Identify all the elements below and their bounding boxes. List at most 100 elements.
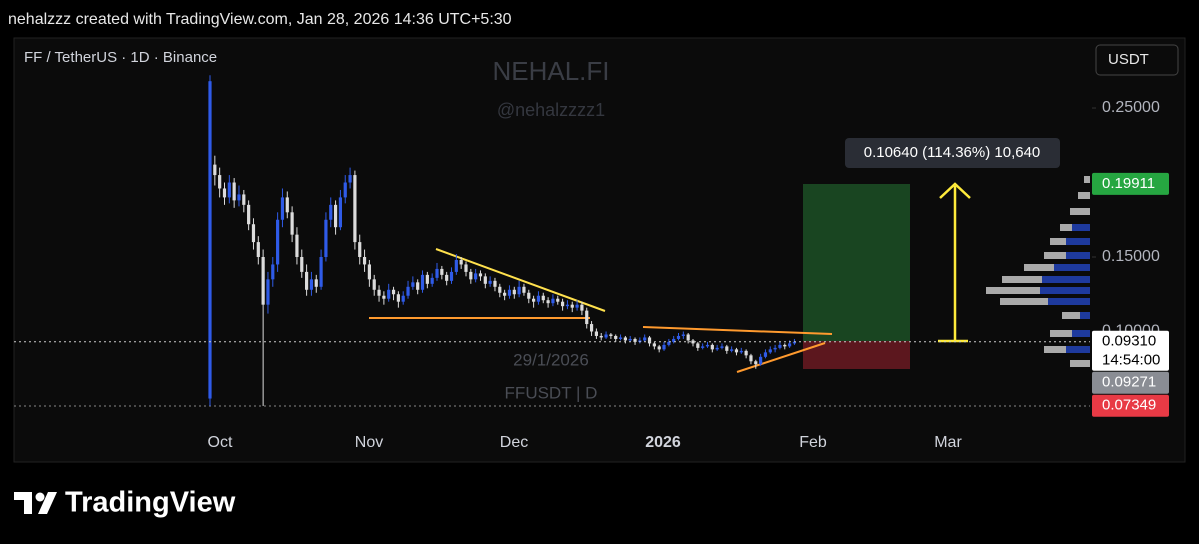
candle-body xyxy=(493,280,497,287)
price-label: 0.09310 xyxy=(1102,333,1156,350)
currency-label[interactable]: USDT xyxy=(1108,51,1149,68)
candle-body xyxy=(763,352,768,357)
candle-body xyxy=(681,334,685,336)
candle-body xyxy=(783,344,787,347)
candle-body xyxy=(435,268,439,278)
vp-bar xyxy=(1050,238,1066,245)
currency-button[interactable] xyxy=(1095,44,1179,76)
candle-body xyxy=(652,343,656,347)
candle-body xyxy=(759,356,763,365)
vp-bar xyxy=(1066,346,1090,353)
candle-body xyxy=(305,271,309,290)
candle-body xyxy=(372,279,376,290)
candle-body xyxy=(546,300,550,304)
caption: nehalzzz created with TradingView.com, J… xyxy=(8,11,512,28)
candle-body xyxy=(271,264,275,280)
candle-body xyxy=(343,182,347,198)
candle-body xyxy=(290,212,294,235)
vp-bar xyxy=(986,287,1040,294)
candle-body xyxy=(478,273,483,277)
candle-body xyxy=(503,292,507,296)
candle-body xyxy=(720,346,724,348)
logo-mark xyxy=(38,492,57,514)
candle-body xyxy=(560,301,565,307)
candle-body xyxy=(261,257,265,305)
candle-body xyxy=(459,259,463,265)
candle-body xyxy=(541,295,545,301)
candle-body xyxy=(309,279,314,290)
candle-body xyxy=(377,289,381,296)
candle-body xyxy=(416,282,420,290)
brand-logo xyxy=(14,492,57,514)
candle-body xyxy=(672,338,676,342)
candle-body xyxy=(256,242,260,258)
candle-body xyxy=(527,292,531,299)
candle-body xyxy=(633,338,637,342)
vp-bar xyxy=(1024,264,1054,271)
candle-body xyxy=(522,286,526,293)
candle-body xyxy=(208,81,212,399)
vp-bar xyxy=(1042,276,1090,283)
x-tick-label: Mar xyxy=(934,434,962,451)
candle-body xyxy=(401,295,405,302)
candle-body xyxy=(251,224,256,243)
candle-body xyxy=(657,346,661,350)
candle-body xyxy=(474,273,478,280)
candle-body xyxy=(333,204,338,228)
candle-body xyxy=(362,257,367,265)
candle-body xyxy=(430,277,434,284)
candle-body xyxy=(445,274,449,281)
candle-body xyxy=(512,289,516,295)
candle-body xyxy=(237,194,241,201)
candle-body xyxy=(406,286,410,296)
price-label-box xyxy=(1092,394,1169,417)
x-tick-label: Oct xyxy=(208,434,233,451)
x-tick-label: Nov xyxy=(355,434,383,451)
price-label: 0.09271 xyxy=(1102,374,1156,391)
watermarks: NEHAL.FI @nehalzzzz1 29/1/2026 FFUSDT | … xyxy=(492,56,609,403)
candle-body xyxy=(324,219,328,258)
vp-bar xyxy=(1062,312,1080,319)
candle-body xyxy=(570,304,574,308)
candle-body xyxy=(773,347,777,350)
candle-body xyxy=(792,341,797,344)
candle-body xyxy=(662,344,666,350)
candle-body xyxy=(449,271,454,281)
candle-body xyxy=(768,349,772,353)
y-tick-label: 0.25000 xyxy=(1102,99,1160,116)
brand-name: TradingView xyxy=(65,487,236,519)
candle-body xyxy=(280,197,285,220)
candle-body xyxy=(300,257,304,272)
logo-mark xyxy=(35,492,45,502)
candle-body xyxy=(778,344,782,348)
candle-body xyxy=(391,289,396,295)
candle-body xyxy=(609,334,613,336)
candle-body xyxy=(715,347,719,350)
candle-body xyxy=(382,295,386,299)
trendline xyxy=(642,326,833,335)
candle-body xyxy=(551,298,555,304)
candle-body xyxy=(643,337,647,341)
plot: 0.100000.150000.25000OctNovDec2026FebMar… xyxy=(14,75,1169,451)
vp-bar xyxy=(1078,192,1090,199)
vp-bar xyxy=(1066,238,1090,245)
watermark: @nehalzzzz1 xyxy=(497,100,605,120)
vp-bar xyxy=(1044,252,1066,259)
x-tick-label: Dec xyxy=(500,434,528,451)
candle-body xyxy=(536,295,541,302)
candle-body xyxy=(454,259,458,272)
vp-bar xyxy=(1072,224,1090,231)
candle-body xyxy=(358,242,362,258)
candle-body xyxy=(488,280,492,284)
candle-body xyxy=(739,350,743,353)
candle-body xyxy=(599,335,603,338)
candle-body xyxy=(367,264,371,280)
candle-body xyxy=(338,197,343,228)
candle-body xyxy=(710,344,714,350)
watermark: FFUSDT | D xyxy=(505,383,598,402)
loss-zone xyxy=(803,341,910,369)
candle-body xyxy=(744,350,748,356)
vp-bar xyxy=(1060,224,1072,231)
vp-bar xyxy=(1044,346,1066,353)
candle-body xyxy=(667,341,671,345)
